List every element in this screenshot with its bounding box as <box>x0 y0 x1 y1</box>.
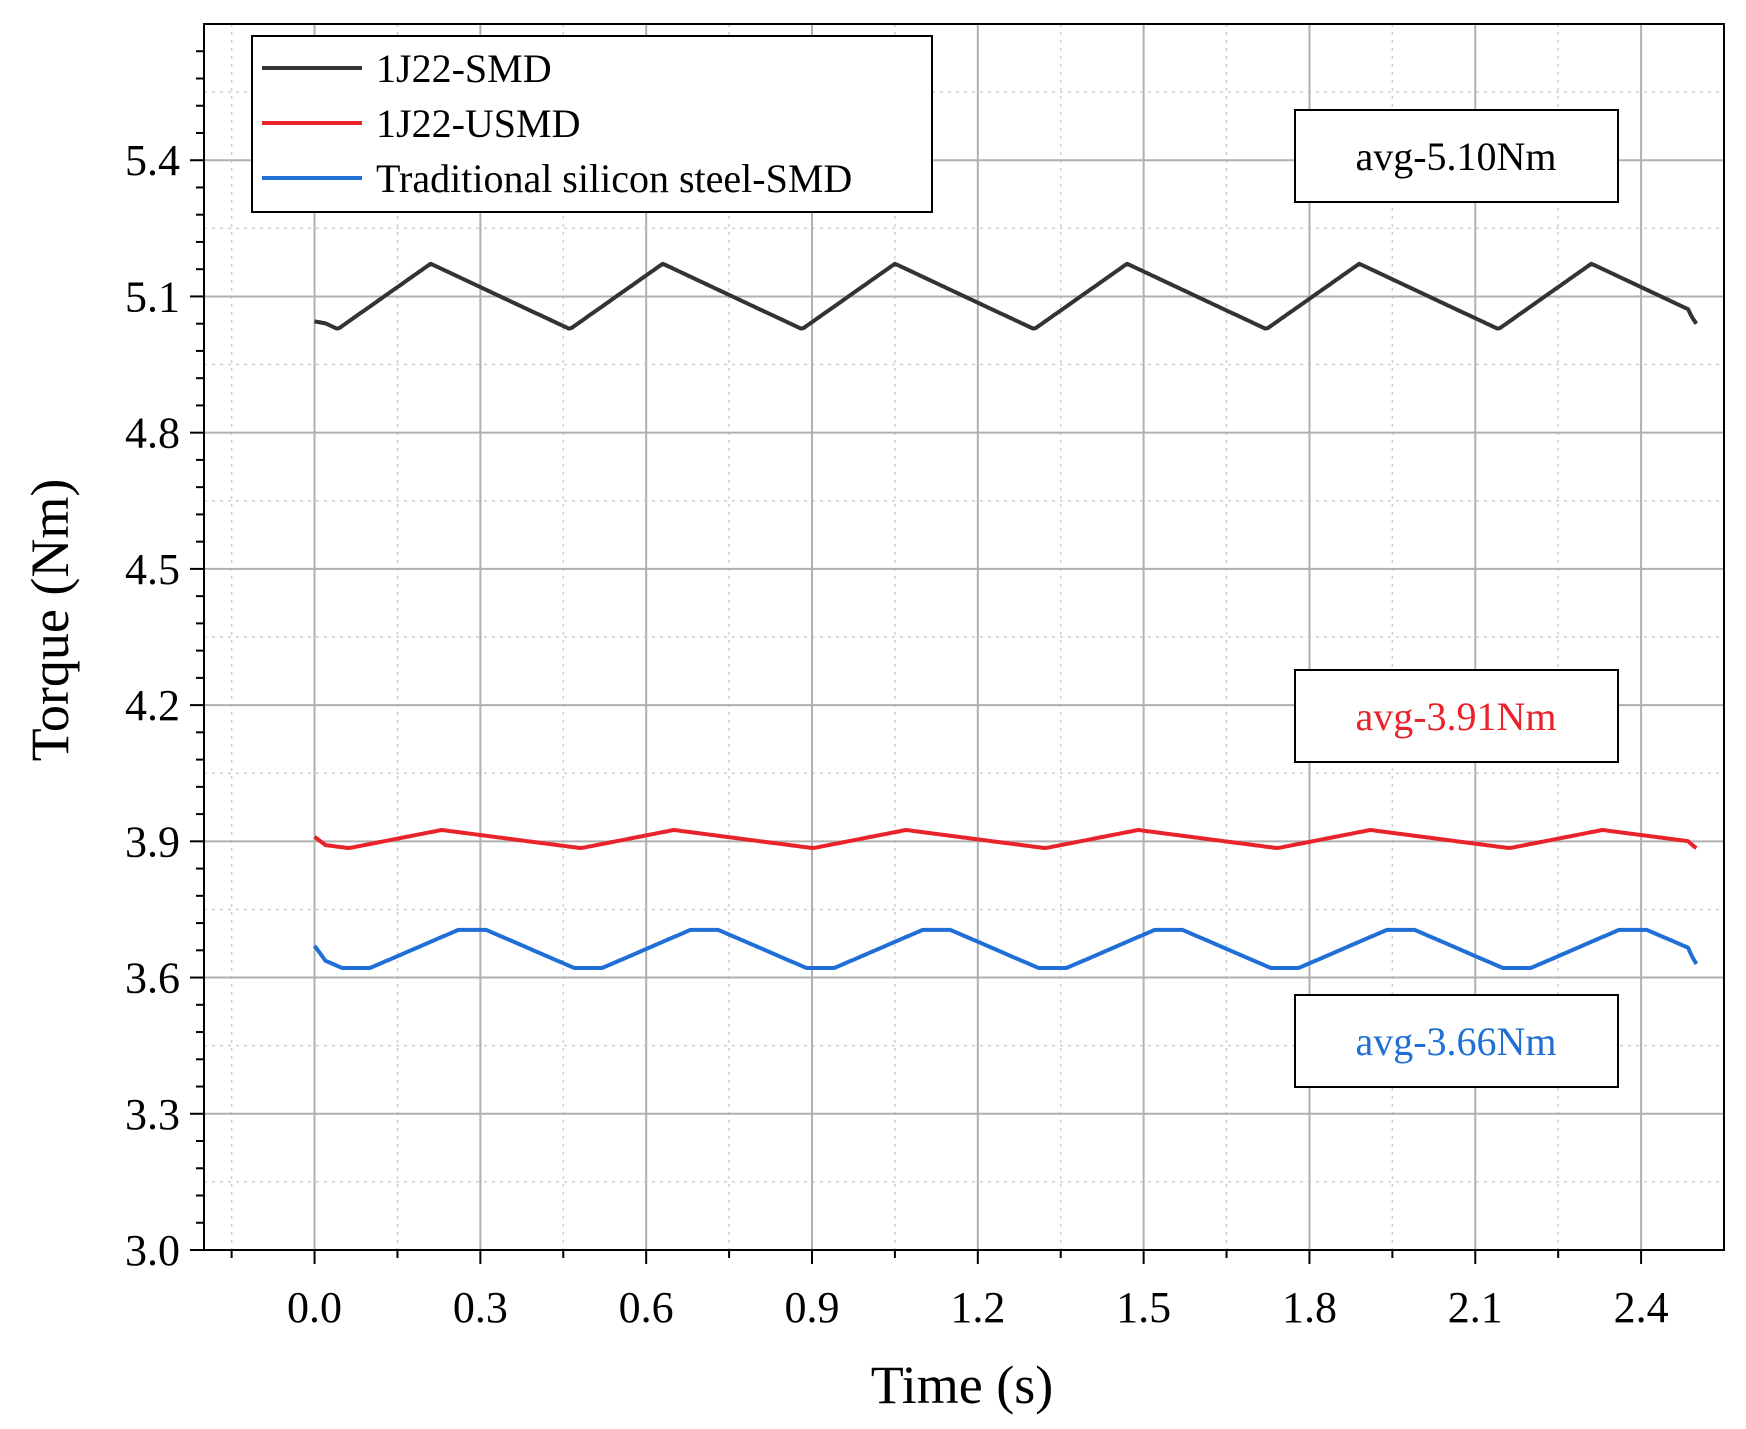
y-tick-label: 3.6 <box>125 954 180 1003</box>
avg-annotation-label: avg-3.91Nm <box>1355 694 1556 739</box>
y-tick-label: 4.5 <box>125 545 180 594</box>
x-tick-label: 1.8 <box>1282 1283 1337 1332</box>
avg-annotation-label: avg-5.10Nm <box>1355 134 1556 179</box>
series-lines <box>312 261 1699 970</box>
legend-label: Traditional silicon steel-SMD <box>376 156 852 201</box>
x-tick-label: 0.0 <box>287 1283 342 1332</box>
y-tick-label: 3.9 <box>125 817 180 866</box>
series-line-1j22-smd <box>314 261 1699 331</box>
avg-annotation-label: avg-3.66Nm <box>1355 1019 1556 1064</box>
x-axis-label: Time (s) <box>871 1355 1054 1415</box>
series-line-traditional-silicon-steel-smd <box>312 927 1699 970</box>
x-tick-label: 0.6 <box>619 1283 674 1332</box>
y-tick-label: 4.8 <box>125 409 180 458</box>
x-tick-label: 0.9 <box>785 1283 840 1332</box>
legend-label: 1J22-USMD <box>376 101 580 146</box>
y-axis-label: Torque (Nm) <box>20 479 80 762</box>
x-tick-label: 0.3 <box>453 1283 508 1332</box>
legend-box <box>251 35 933 213</box>
series-line-1j22-usmd <box>313 828 1698 850</box>
x-tick-label: 1.2 <box>950 1283 1005 1332</box>
legend: 1J22-SMD 1J22-USMD Traditional silicon ste… <box>251 35 933 213</box>
legend-label: 1J22-SMD <box>376 46 552 91</box>
x-tick-label: 1.5 <box>1116 1283 1171 1332</box>
y-tick-label: 5.4 <box>125 136 180 185</box>
plot-frame <box>203 23 1725 1251</box>
avg-annotation-box <box>1294 109 1619 203</box>
avg-annotation-box <box>1294 994 1619 1088</box>
y-tick-label: 3.3 <box>125 1090 180 1139</box>
x-tick-label: 2.1 <box>1448 1283 1503 1332</box>
y-tick-label: 5.1 <box>125 272 180 321</box>
average-annotations: avg-5.10Nm avg-3.91Nm avg-3.66Nm <box>1294 109 1619 1088</box>
axis-ticks: 0.0 0.3 0.6 0.9 1.2 1.5 1.8 2.1 2.4 3.0 3.3 3.6 3.9 4… <box>125 50 1669 1332</box>
avg-annotation-box <box>1294 669 1619 763</box>
y-tick-label: 3.0 <box>125 1226 180 1275</box>
x-tick-label: 2.4 <box>1614 1283 1669 1332</box>
y-tick-label: 4.2 <box>125 681 180 730</box>
